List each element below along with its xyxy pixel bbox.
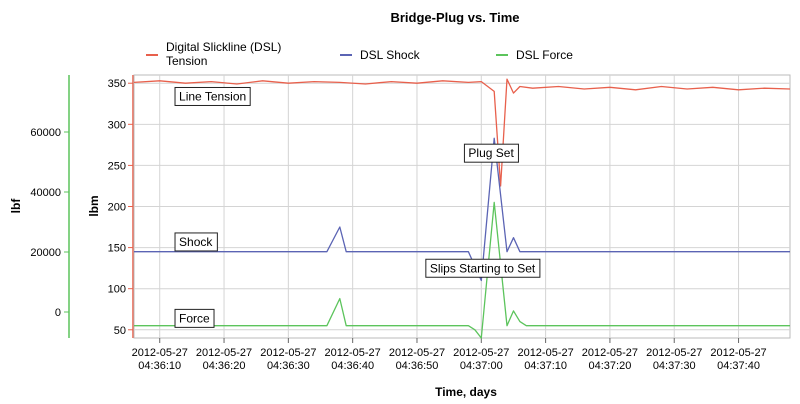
annotation-text: Plug Set [468, 146, 514, 160]
x-tick-label-time: 04:36:10 [138, 360, 181, 372]
grid [134, 75, 790, 338]
x-tick-label-time: 04:36:20 [203, 360, 246, 372]
legend-label-tension: Digital Slickline (DSL) Tension [166, 40, 285, 68]
x-tick-label-date: 2012-05-27 [646, 347, 702, 359]
x-tick-label: 2012-05-27 04:36:10 [132, 347, 188, 372]
y-tick-label-lbf: 40000 [30, 187, 61, 199]
annotation-shock: Shock [174, 232, 218, 252]
x-tick-label-date: 2012-05-27 [517, 347, 573, 359]
x-tick-label-date: 2012-05-27 [453, 347, 509, 359]
legend-label-tension-line1: Digital Slickline (DSL) [166, 40, 281, 54]
annotation-box [174, 86, 251, 106]
annotations: Line Tension Plug Set Shock Slips Starting … [174, 86, 541, 328]
y-tick-label-lbm: 50 [114, 325, 126, 337]
annotation-text: Shock [179, 235, 213, 249]
x-tick-label-time: 04:37:20 [589, 360, 632, 372]
x-tick-label: 2012-05-27 04:36:40 [325, 347, 381, 372]
x-tick-label-date: 2012-05-27 [196, 347, 252, 359]
x-tick-label: 2012-05-27 04:37:20 [582, 347, 638, 372]
x-tick-label-time: 04:36:40 [331, 360, 374, 372]
x-tick-label-date: 2012-05-27 [260, 347, 316, 359]
annotation-line-tension: Line Tension [174, 86, 251, 106]
x-tick-label: 2012-05-27 04:37:30 [646, 347, 702, 372]
chart-title: Bridge-Plug vs. Time [390, 10, 519, 25]
y-tick-label-lbm: 300 [108, 119, 126, 131]
x-tick-label-time: 04:36:50 [396, 360, 439, 372]
y-axis-label-lbf: lbf [9, 198, 23, 214]
annotation-text: Force [179, 311, 210, 325]
x-tick-label-time: 04:37:00 [460, 360, 503, 372]
y-tick-label-lbm: 200 [108, 202, 126, 214]
x-tick-label: 2012-05-27 04:37:40 [710, 347, 766, 372]
y-tick-label-lbf: 20000 [30, 247, 61, 259]
y-tick-label-lbm: 150 [108, 243, 126, 255]
x-tick-label: 2012-05-27 04:36:20 [196, 347, 252, 372]
annotation-force: Force [174, 308, 215, 328]
legend-label-tension-line2: Tension [166, 54, 207, 68]
annotation-text: Slips Starting to Set [430, 261, 536, 275]
legend-label-shock: DSL Shock [360, 48, 421, 62]
x-tick-label: 2012-05-27 04:37:10 [517, 347, 573, 372]
legend: Digital Slickline (DSL) Tension DSL Shoc… [146, 40, 573, 68]
x-tick-label-date: 2012-05-27 [582, 347, 638, 359]
annotation-box [174, 308, 215, 328]
x-tick-label-date: 2012-05-27 [389, 347, 445, 359]
annotation-box [174, 232, 218, 252]
series-line-dsl-shock [134, 137, 790, 282]
y-tick-label-lbf: 0 [55, 307, 61, 319]
y-tick-label-lbm: 100 [108, 284, 126, 296]
annotation-slips-starting-to-set: Slips Starting to Set [425, 258, 541, 278]
x-tick-label-time: 04:37:30 [653, 360, 696, 372]
series-lines [133, 78, 791, 339]
annotation-plug-set: Plug Set [463, 143, 519, 163]
annotation-box [425, 258, 541, 278]
y-tick-label-lbf: 60000 [30, 127, 61, 139]
y-axis-lbm: 50 100 150 200 250 300 350 [108, 78, 133, 337]
y-axis-label-lbm: lbm [87, 195, 101, 216]
x-tick-label-date: 2012-05-27 [710, 347, 766, 359]
annotation-box [463, 143, 519, 163]
legend-label-force: DSL Force [516, 48, 573, 62]
x-tick-label: 2012-05-27 04:36:50 [389, 347, 445, 372]
x-tick-label: 2012-05-27 04:37:00 [453, 347, 509, 372]
series-line-dsl-force [134, 201, 790, 339]
annotation-text: Line Tension [179, 89, 246, 103]
y-axis-lbf: 0 20000 40000 60000 [30, 127, 69, 319]
x-tick-label: 2012-05-27 04:36:30 [260, 347, 316, 372]
x-axis-label: Time, days [435, 385, 497, 399]
x-tick-label-date: 2012-05-27 [132, 347, 188, 359]
series-line-digital-slickline-dsl-tension [133, 78, 791, 187]
y-tick-label-lbm: 250 [108, 160, 126, 172]
x-tick-label-time: 04:37:40 [717, 360, 760, 372]
y-tick-label-lbm: 350 [108, 78, 126, 90]
x-tick-label-date: 2012-05-27 [325, 347, 381, 359]
x-tick-label-time: 04:36:30 [267, 360, 310, 372]
x-tick-label-time: 04:37:10 [524, 360, 567, 372]
